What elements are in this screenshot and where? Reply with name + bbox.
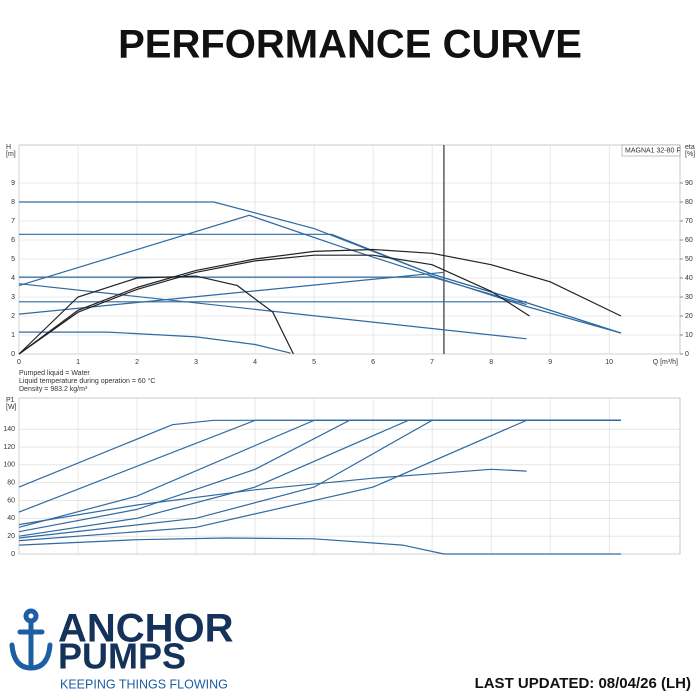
x-tick-label: 5 — [312, 359, 316, 366]
curve — [18, 537, 621, 555]
note: Density = 983.2 kg/m³ — [19, 386, 88, 393]
x-tick-label: 4 — [253, 359, 257, 366]
curve — [19, 233, 622, 334]
x-tick-label: 7 — [430, 359, 434, 366]
y-tick-label: 100 — [3, 462, 15, 469]
y-tick-label: 20 — [7, 533, 15, 540]
curve — [18, 275, 294, 355]
y2-tick-label: 60 — [685, 237, 693, 244]
page-title: PERFORMANCE CURVE — [118, 23, 582, 67]
y-tick-label: 120 — [3, 444, 15, 451]
curve — [19, 331, 291, 354]
y-tick-label: 2 — [11, 313, 15, 320]
y2-tick-label: 70 — [685, 218, 693, 225]
y2-axis-unit: [%] — [685, 151, 695, 158]
brand-slogan: KEEPING THINGS FLOWING — [60, 677, 228, 691]
y-axis-label: H — [6, 144, 11, 151]
y2-tick-label: 50 — [685, 256, 693, 263]
curve — [18, 419, 621, 513]
curve — [18, 419, 621, 539]
y2-tick-label: 40 — [685, 275, 693, 282]
y-axis-unit: [m] — [6, 151, 16, 158]
y-tick-label: 8 — [11, 199, 15, 206]
y2-tick-label: 10 — [685, 332, 693, 339]
x-tick-label: 0 — [17, 359, 21, 366]
x-tick-label: 8 — [489, 359, 493, 366]
curve — [18, 214, 622, 334]
note: Pumped liquid = Water — [19, 370, 90, 377]
y-tick-label: 5 — [11, 256, 15, 263]
curve — [18, 419, 621, 542]
y-tick-label: 0 — [11, 351, 15, 358]
x-tick-label: 3 — [194, 359, 198, 366]
y2-tick-label: 90 — [685, 180, 693, 187]
curve — [18, 419, 621, 537]
curve — [18, 468, 527, 526]
y-axis-label: P1 — [6, 397, 15, 404]
y2-tick-label: 0 — [685, 351, 689, 358]
y-tick-label: 140 — [3, 426, 15, 433]
logo-icon — [9, 608, 53, 671]
y-tick-label: 1 — [11, 332, 15, 339]
y2-tick-label: 80 — [685, 199, 693, 206]
note: Liquid temperature during operation = 60… — [19, 377, 155, 385]
curve — [18, 419, 621, 528]
annotation: MAGNA1 32-80 F — [625, 147, 681, 154]
y-tick-label: 0 — [11, 551, 15, 558]
x-tick-label: 2 — [135, 359, 139, 366]
y2-tick-label: 30 — [685, 294, 693, 301]
curve — [18, 248, 622, 355]
curve — [18, 283, 527, 340]
curve — [18, 254, 530, 355]
annotation-box — [621, 144, 681, 157]
y-tick-label: 3 — [11, 294, 15, 301]
y-tick-label: 7 — [11, 218, 15, 225]
brand-name: PUMPS — [58, 636, 186, 677]
y2-tick-label: 20 — [685, 313, 693, 320]
y-tick-label: 4 — [11, 275, 15, 282]
x-tick-label: 9 — [548, 359, 552, 366]
curve — [18, 419, 621, 533]
x-tick-label: 1 — [76, 359, 80, 366]
y2-axis-label: eta — [685, 144, 695, 151]
y-tick-label: 6 — [11, 237, 15, 244]
brand-name: ANCHOR — [58, 607, 234, 651]
y-tick-label: 80 — [7, 480, 15, 487]
y-axis-unit: [W] — [6, 404, 17, 411]
y-tick-label: 9 — [11, 180, 15, 187]
y-tick-label: 40 — [7, 515, 15, 522]
x-axis-label: Q [m³/h] — [653, 359, 678, 366]
curve — [19, 201, 622, 334]
x-tick-label: 10 — [605, 359, 613, 366]
y-tick-label: 60 — [7, 497, 15, 504]
x-tick-label: 6 — [371, 359, 375, 366]
footer: LAST UPDATED: 08/04/26 (LH) — [475, 675, 691, 692]
plot-area — [18, 397, 681, 555]
